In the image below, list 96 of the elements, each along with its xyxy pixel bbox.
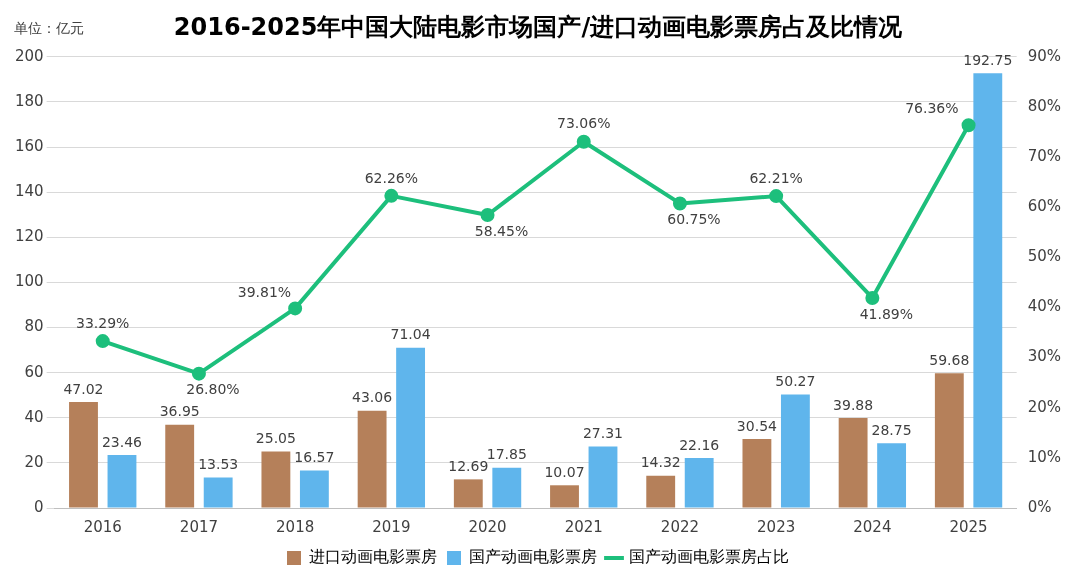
y2-tick-label: 80% [1027,96,1061,115]
data-label: 28.75 [871,421,912,438]
x-tick-label: 2022 [660,517,700,536]
point [480,207,495,222]
x-tick-label: 2021 [564,517,603,536]
y-tick-label: 180 [14,91,44,110]
bar [588,446,618,508]
y-tick-label: 0 [34,497,44,516]
bar [357,410,387,508]
bar [934,373,964,508]
y-tick-label: 20 [24,452,44,471]
bar [973,73,1003,508]
data-label: 76.36% [905,99,959,116]
y-tick-label: 140 [14,182,44,201]
point [95,334,110,349]
bar [299,470,329,508]
legend-label: 国产动画电影票房占比 [629,547,789,567]
data-label: 23.46 [101,433,143,450]
y-tick-label: 120 [14,227,44,246]
data-label: 192.75 [963,51,1013,68]
y2-tick-label: 20% [1027,397,1061,416]
data-label: 14.32 [640,454,681,471]
data-label: 10.07 [544,463,585,480]
x-tick-label: 2020 [468,517,507,536]
data-label: 36.95 [159,403,200,420]
data-label: 71.04 [390,326,431,343]
x-tick-label: 2025 [949,517,988,536]
data-label: 25.05 [255,430,296,447]
bar [877,443,907,508]
data-label: 33.29% [76,314,130,331]
point [769,189,784,204]
y2-tick-label: 70% [1027,146,1061,165]
data-label: 16.57 [294,449,335,466]
y-tick-label: 200 [14,46,44,65]
bar [550,485,579,508]
y2-tick-label: 10% [1027,447,1061,466]
bar [203,477,233,508]
y-axis-title: 单位：亿元 [14,19,84,36]
data-label: 12.69 [448,458,489,475]
y-tick-label: 60 [24,362,44,381]
data-label: 13.53 [198,456,239,473]
point [288,301,303,316]
data-label: 30.54 [736,417,778,434]
chart-title: 2016-2025年中国大陆电影市场国产/进口动画电影票房占及比情况 [173,12,904,41]
y-tick-label: 40 [24,407,44,426]
point [865,290,880,305]
y-tick-label: 100 [14,272,44,291]
legend-label: 进口动画电影票房 [309,547,437,567]
x-tick-label: 2017 [179,517,219,536]
data-label: 50.27 [775,373,816,390]
x-tick-label: 2019 [372,517,411,536]
x-tick-label: 2023 [757,517,796,536]
data-label: 22.16 [679,436,720,453]
x-tick-label: 2018 [276,517,315,536]
legend-label: 国产动画电影票房 [469,547,597,567]
y2-tick-label: 50% [1027,247,1061,266]
bar [780,394,810,508]
bar [165,424,195,508]
y-tick-label: 160 [14,136,44,155]
y2-tick-label: 60% [1027,197,1061,216]
data-label: 58.45% [474,222,529,239]
point [191,366,206,381]
y2-tick-label: 40% [1027,297,1061,316]
point [961,118,976,133]
data-label: 62.21% [749,169,803,186]
bar [742,439,772,508]
data-label: 41.89% [859,305,914,322]
point [576,134,591,149]
point [672,196,687,211]
y2-tick-label: 30% [1027,347,1061,366]
data-label: 62.26% [364,169,419,186]
data-label: 59.68 [929,352,970,368]
data-label: 39.81% [237,284,292,301]
data-label: 47.02 [63,380,104,397]
data-label: 27.31 [582,425,624,442]
x-tick-label: 2024 [853,517,892,536]
bar [69,401,98,508]
bar [396,347,426,508]
data-label: 26.80% [186,381,240,398]
data-label: 17.85 [486,446,527,463]
data-label: 73.06% [557,115,611,132]
bar [838,418,868,508]
data-label: 39.88 [833,396,874,413]
bar [646,475,676,508]
bar [107,455,137,508]
bar [684,458,714,508]
y2-tick-label: 90% [1027,46,1061,65]
point [384,188,399,203]
bar [453,479,483,508]
x-tick-label: 2016 [83,517,122,536]
data-label: 43.06 [352,389,393,406]
y-tick-label: 80 [24,317,44,336]
bar [492,467,522,508]
bar [261,451,291,508]
y2-tick-label: 0% [1027,497,1052,516]
data-label: 60.75% [667,211,721,228]
